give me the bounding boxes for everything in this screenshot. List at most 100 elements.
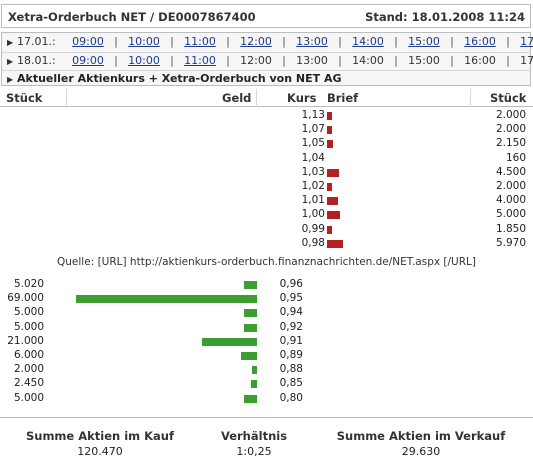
ask-price: 1,05 xyxy=(301,137,325,150)
time-slot-1400[interactable]: 14:00 xyxy=(352,35,384,48)
time-slot-1600[interactable]: 16:00 xyxy=(464,35,496,48)
ask-row: 1,02 2.000 xyxy=(22,180,533,194)
ask-quantity: 160 xyxy=(505,151,526,164)
timestamp: Stand: 18.01.2008 11:24 xyxy=(365,10,525,24)
bid-quantity: 6.000 xyxy=(13,349,44,361)
slot-separator: | xyxy=(450,54,454,67)
bid-price: 0,96 xyxy=(279,278,303,290)
bid-price: 0,80 xyxy=(279,391,303,404)
ask-price: 1,01 xyxy=(301,194,325,207)
triangle-right-icon: ▶ xyxy=(7,57,14,66)
ask-price: 1,02 xyxy=(301,180,325,192)
summary-kauf: Summe Aktien im Kauf 120.470 xyxy=(10,429,190,458)
ask-price: 1,04 xyxy=(301,151,325,164)
col-stueck-right: Stück xyxy=(490,91,527,105)
slot-separator: | xyxy=(506,35,510,48)
col-kurs: Kurs xyxy=(287,91,317,105)
slot-separator: | xyxy=(282,35,286,48)
col-stueck-left: Stück xyxy=(6,91,43,105)
day-label: 17.01.: xyxy=(17,35,56,48)
time-slot-1500: 15:00 xyxy=(408,54,440,67)
triangle-right-icon: ▶ xyxy=(7,75,14,84)
day-label: 18.01.: xyxy=(17,54,56,67)
summary-verhaeltnis: Verhältnis 1:0,25 xyxy=(204,429,304,458)
ask-quantity: 5.000 xyxy=(495,208,526,221)
bid-price: 0,94 xyxy=(279,306,303,319)
column-divider xyxy=(256,89,257,107)
ask-row: 1,00 5.000 xyxy=(22,208,533,222)
bid-quantity: 5.000 xyxy=(13,306,44,319)
ask-row: 1,03 4.500 xyxy=(22,166,533,180)
time-slot-1700: 17:00 xyxy=(520,54,533,67)
time-slot-1400: 14:00 xyxy=(352,54,384,67)
bid-quantity: 5.020 xyxy=(13,278,44,290)
slot-separator: | xyxy=(450,35,454,48)
bid-volume-bar xyxy=(251,380,257,389)
summary-verkauf-value: 29.630 xyxy=(401,445,441,458)
time-slot-1100[interactable]: 11:00 xyxy=(184,35,216,48)
bid-price: 0,95 xyxy=(279,292,303,305)
bid-volume-bar xyxy=(202,337,257,346)
time-slots: 09:00 | 10:00 | 11:00 | 12:00 | 13:00 | 14:00 | 15:0… xyxy=(63,35,533,48)
time-slot-1600: 16:00 xyxy=(464,54,496,67)
ask-price: 1,00 xyxy=(301,208,325,221)
source-line: Quelle: [URL] http://aktienkurs-orderbuc… xyxy=(57,256,476,268)
slot-separator: | xyxy=(338,54,342,67)
slot-separator: | xyxy=(226,54,230,67)
time-slot-1700[interactable]: 17:00 xyxy=(520,35,533,48)
ask-quantity: 2.000 xyxy=(495,123,526,136)
ask-quantity: 2.000 xyxy=(495,109,526,121)
bid-quantity: 2.450 xyxy=(13,377,44,390)
ask-volume-bar xyxy=(327,112,332,120)
time-slot-1000[interactable]: 10:00 xyxy=(128,35,160,48)
ask-row: 1,04 160 xyxy=(22,152,533,166)
ask-row: 1,05 2.150 xyxy=(22,137,533,151)
time-row-day2: ▶ 18.01.: 09:00 | 10:00 | 11:00 | 12:00 | 13:00 | 14… xyxy=(2,52,533,69)
ask-price: 1,13 xyxy=(301,109,325,121)
column-divider xyxy=(66,89,67,107)
slot-separator: | xyxy=(282,54,286,67)
bid-volume-bar xyxy=(76,295,257,304)
time-slot-1000[interactable]: 10:00 xyxy=(128,54,160,67)
time-selector: ▶ 17.01.: 09:00 | 10:00 | 11:00 | 12:00 | 13:00 | 14… xyxy=(1,32,533,86)
col-geld: Geld xyxy=(222,91,252,105)
time-slot-1200[interactable]: 12:00 xyxy=(240,35,272,48)
ask-volume-bar xyxy=(327,239,343,248)
col-brief: Brief xyxy=(327,91,359,105)
time-slot-1200: 12:00 xyxy=(240,54,272,67)
bid-volume-bar xyxy=(244,394,257,403)
slot-separator: | xyxy=(170,54,174,67)
ask-quantity: 2.150 xyxy=(495,137,526,150)
summary-verh-label: Verhältnis xyxy=(220,429,288,443)
time-slot-0900[interactable]: 09:00 xyxy=(72,35,104,48)
bid-quantity: 5.000 xyxy=(13,391,44,404)
ask-quantity: 4.500 xyxy=(495,165,526,178)
ask-quantity: 5.970 xyxy=(495,236,526,249)
time-slot-1500[interactable]: 15:00 xyxy=(408,35,440,48)
bid-price: 0,92 xyxy=(279,320,303,333)
ask-volume-bar xyxy=(327,183,332,191)
summary-kauf-value: 120.470 xyxy=(77,445,123,458)
ask-price: 0,99 xyxy=(301,222,325,235)
time-slot-1300: 13:00 xyxy=(296,54,328,67)
bid-volume-bar xyxy=(244,281,257,289)
bid-volume-bar xyxy=(244,323,257,332)
ask-volume-bar xyxy=(327,211,340,220)
current-quote-label[interactable]: Aktueller Aktienkurs + Xetra-Orderbuch v… xyxy=(17,72,342,85)
time-slot-0900[interactable]: 09:00 xyxy=(72,54,104,67)
ask-volume-bar xyxy=(327,168,339,177)
ask-quantity: 4.000 xyxy=(495,194,526,207)
ask-row: 1,07 2.000 xyxy=(22,123,533,137)
bid-price: 0,85 xyxy=(279,377,303,390)
bid-row: 21.000 0,91 xyxy=(0,335,533,349)
summary-verkauf: Summe Aktien im Verkauf 29.630 xyxy=(326,429,516,458)
summary-verh-value: 1:0,25 xyxy=(236,445,272,458)
time-slot-1300[interactable]: 13:00 xyxy=(296,35,328,48)
time-slot-1100[interactable]: 11:00 xyxy=(184,54,216,67)
page-title: Xetra-Orderbuch NET / DE0007867400 xyxy=(8,10,256,24)
slot-separator: | xyxy=(338,35,342,48)
current-quote-link[interactable]: ▶ Aktueller Aktienkurs + Xetra-Orderbuch … xyxy=(2,70,530,86)
bid-row: 6.000 0,89 xyxy=(0,349,533,363)
bid-volume-bar xyxy=(244,309,257,318)
bid-row: 5.020 0,96 xyxy=(0,278,533,292)
